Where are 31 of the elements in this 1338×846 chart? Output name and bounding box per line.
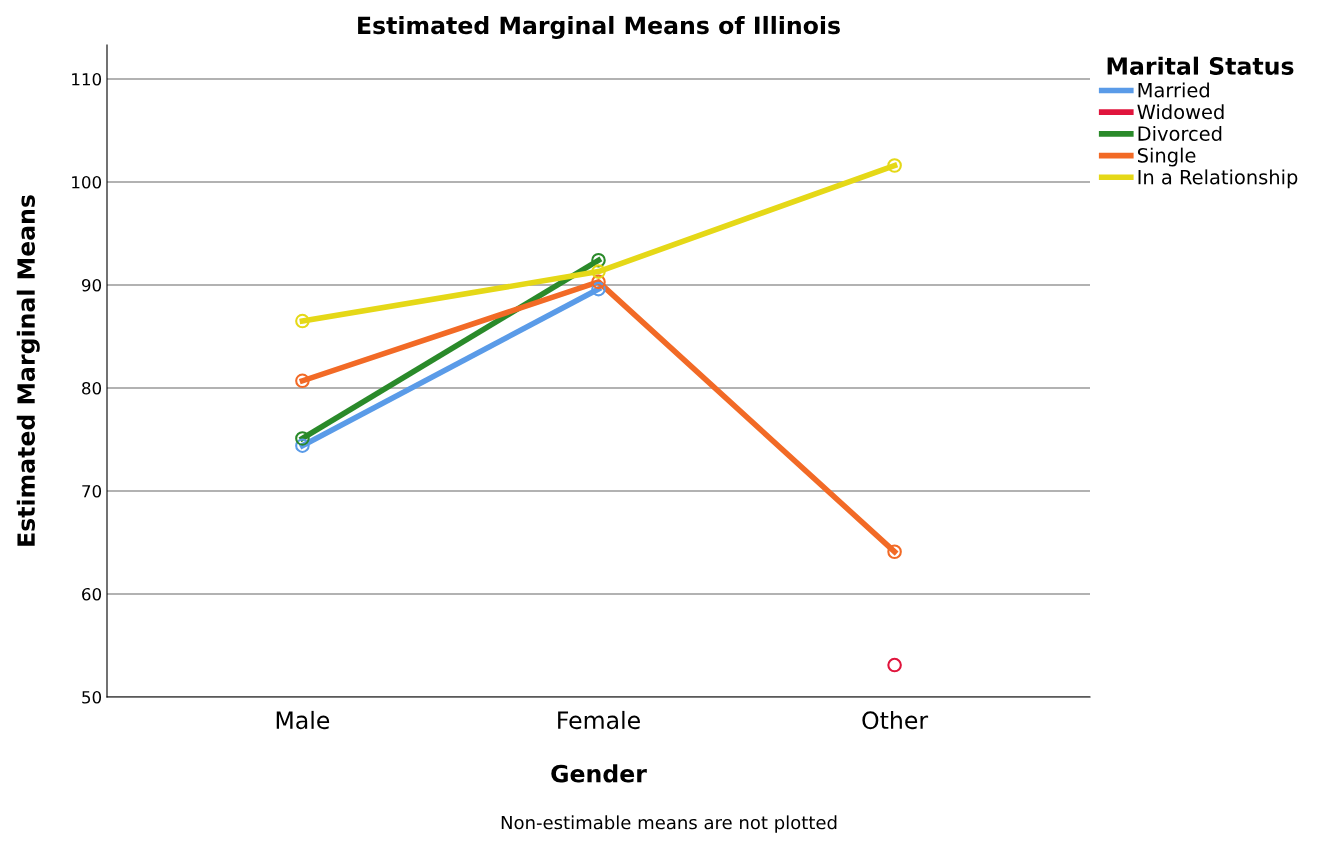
legend-label: Married [1138,82,1209,98]
y-axis-title: Estimated Marginal Means [16,195,40,546]
x-tick-label: Female [558,710,640,730]
point [591,252,606,268]
text: Non-estimable means are not plotted [501,815,837,833]
y-tick-label: 70 [82,484,102,498]
y-tick-label: 80 [82,381,102,395]
x-axis-title: Gender [551,764,647,783]
point [887,158,902,173]
legend-label: In a Relationship [1138,169,1298,189]
point [887,544,902,560]
point [295,438,310,453]
chart-title: Estimated Marginal Means of Illinois [358,15,840,39]
y-tick-label: 50 [82,690,102,704]
point [887,657,902,673]
point [295,313,310,329]
y-tick-label: 60 [82,587,102,601]
point [591,281,606,297]
y-tick-label: 100 [72,175,102,189]
point [591,274,606,290]
legend-label: Divorced [1138,125,1222,141]
point [295,431,310,446]
legend-label: Single [1137,147,1196,167]
point [591,264,606,279]
x-tick-label: Male [276,710,330,730]
y-tick-label: 110 [72,72,102,86]
legend-label: Widowed [1137,104,1224,120]
x-tick-label: Other [862,710,929,730]
legend-title: Marital Status [1107,56,1294,75]
point [295,373,310,389]
y-tick-label: 90 [81,278,102,292]
